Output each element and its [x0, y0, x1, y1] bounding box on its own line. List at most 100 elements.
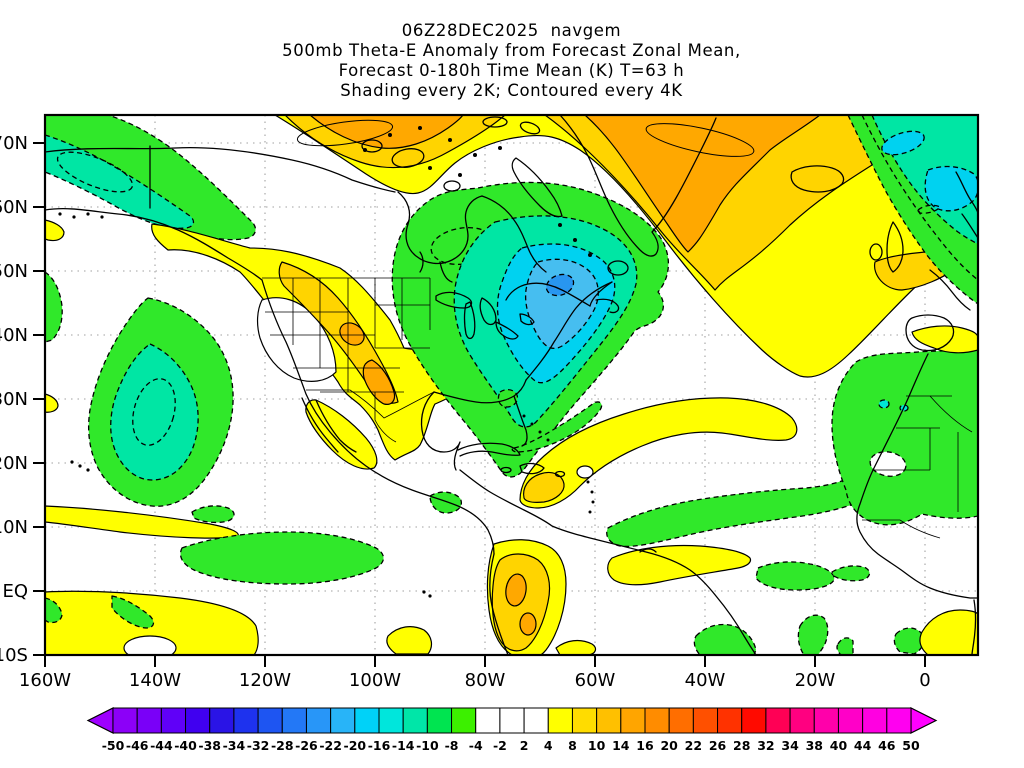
texas-orange-spot: [339, 322, 365, 346]
colorbar-tick-label: 38: [806, 738, 823, 753]
colorbar-tick-label: 50: [902, 738, 920, 753]
lon-tick-label: 100W: [349, 670, 401, 691]
lon-tick-label: 160W: [19, 670, 71, 691]
lat-tick-label: 10S: [0, 645, 28, 666]
greenland-inner-contour: [645, 123, 755, 157]
left-edge-green-eq: [45, 597, 63, 624]
colorbar-cell: [402, 707, 428, 734]
colorbar-cell: [330, 707, 356, 734]
colorbar-tick-label: -40: [174, 738, 197, 753]
colorbar-tick-label: -38: [198, 738, 221, 753]
itcz-cold-band: [179, 531, 385, 585]
lon-tick-label: 0: [919, 670, 930, 691]
colorbar-tick-label: -8: [445, 738, 459, 753]
alaska-inner-contour: [56, 151, 134, 193]
lat-tick-label: 20N: [0, 453, 28, 474]
bottom-yellow-sa: [555, 639, 597, 655]
colorbar-tick-label: 2: [520, 738, 529, 753]
colorbar-tick-label: -16: [368, 738, 391, 753]
colorbar-cell: [209, 707, 235, 734]
colorbar-cell: [741, 707, 767, 734]
left-edge-yellow-55n: [45, 219, 65, 242]
colombia-orange-core-1: [505, 573, 527, 607]
colorbar-cell: [789, 707, 815, 734]
ne-atlantic-cyan-ellipse: [881, 130, 925, 156]
colorbar-cell: [426, 707, 453, 734]
colorbar-tick-label: 16: [636, 738, 654, 753]
lat-tick-label: 50N: [0, 261, 28, 282]
figure-title: 06Z28DEC2025 navgem 500mb Theta-E Anomal…: [45, 21, 978, 101]
great-lakes-blue-core: [545, 273, 575, 297]
colorbar-tick-label: -20: [344, 738, 367, 753]
west-africa-cold-mass: [831, 349, 978, 526]
bahamas-cold-sliver: [511, 401, 603, 453]
bottom-yellow-90w: [386, 626, 433, 655]
colorbar-tick-label: -32: [247, 738, 270, 753]
lat-tick-label: EQ: [2, 581, 28, 602]
colorbar-cell: [717, 707, 743, 734]
colorbar-tick-label: -44: [150, 738, 173, 753]
colorbar-right-arrow: [910, 707, 938, 734]
lat-tick-label: 30N: [0, 389, 28, 410]
lon-tick-label: 80W: [465, 670, 506, 691]
colorbar-tick-label: 22: [685, 738, 702, 753]
equator-green-2: [693, 623, 757, 655]
colorbar-cell: [136, 707, 162, 734]
colorbar-cell: [862, 707, 888, 734]
ne-atlantic-second-contour: [861, 115, 978, 281]
colorbar-cell: [886, 707, 912, 734]
title-shade-line: Shading every 2K; Contoured every 4K: [340, 81, 683, 100]
lon-tick-label: 60W: [575, 670, 616, 691]
lat-tick-label: 70N: [0, 133, 28, 154]
title-fcst-line: Forecast 0-180h Time Mean (K) T=63 h: [338, 61, 685, 80]
texas-orange-core: [362, 359, 396, 405]
colorbar-tick-label: 40: [830, 738, 848, 753]
colorbar-left-arrow: [86, 707, 114, 734]
pacific-sw-sliver: [111, 595, 155, 629]
midatlantic-green-1: [755, 561, 835, 591]
colorbar-cell: [378, 707, 404, 734]
colorbar-tick-label: 10: [588, 738, 606, 753]
colorbar-cell: [837, 707, 864, 734]
colorbar-tick-label: 34: [781, 738, 799, 753]
arctic-inner-contour-west: [296, 119, 394, 147]
equator-green-4: [836, 637, 854, 655]
colorbar: -50 -46 -44 -40 -38 -34 -32 -28 -26 -22 -20 -16 -14-…: [86, 707, 938, 753]
lat-tick-label: 60N: [0, 197, 28, 218]
colorbar-tick-label: -4: [469, 738, 483, 753]
atlantic-arc-white-hole: [576, 465, 594, 479]
colorbar-tick-label: 32: [757, 738, 774, 753]
mexico-offshore-warm: [305, 399, 378, 470]
equator-green-6: [893, 627, 925, 655]
colorbar-tick-label: -28: [271, 738, 294, 753]
anomaly-shading: [45, 115, 978, 655]
colorbar-cell: [233, 707, 259, 734]
colorbar-tick-label: 44: [854, 738, 872, 753]
colorbar-cell: [451, 707, 477, 734]
africa-coast-green-sliver: [831, 565, 871, 582]
colorbar-cell: [354, 707, 380, 734]
equator-green-3: [797, 614, 829, 655]
left-edge-green-45n: [45, 271, 63, 343]
ne-atlantic-cyan-blob: [924, 165, 978, 212]
colorbar-tick-label: -2: [493, 738, 507, 753]
great-lakes-skyblue-core: [524, 258, 599, 350]
colorbar-tick-label: -22: [319, 738, 342, 753]
colorbar-tick-label: -14: [392, 738, 415, 753]
colorbar-tick-label: 28: [733, 738, 750, 753]
map-frame: [43, 113, 980, 657]
bottom-right-warm-corner: [919, 609, 978, 655]
colorbar-cell: [305, 707, 332, 734]
colorbar-tick-label: 26: [709, 738, 727, 753]
lon-tick-label: 120W: [239, 670, 291, 691]
colorbar-cell: [499, 707, 525, 734]
colorbar-tick-label: 14: [612, 738, 630, 753]
colorbar-tick-label: 46: [878, 738, 896, 753]
algeria-cyan-dot-1: [878, 399, 890, 409]
colorbar-cell: [523, 707, 549, 734]
colorbar-cell: [813, 707, 839, 734]
guianas-warm-band: [607, 544, 752, 586]
colorbar-cell: [644, 707, 670, 734]
colorbar-tick-label: 20: [660, 738, 678, 753]
